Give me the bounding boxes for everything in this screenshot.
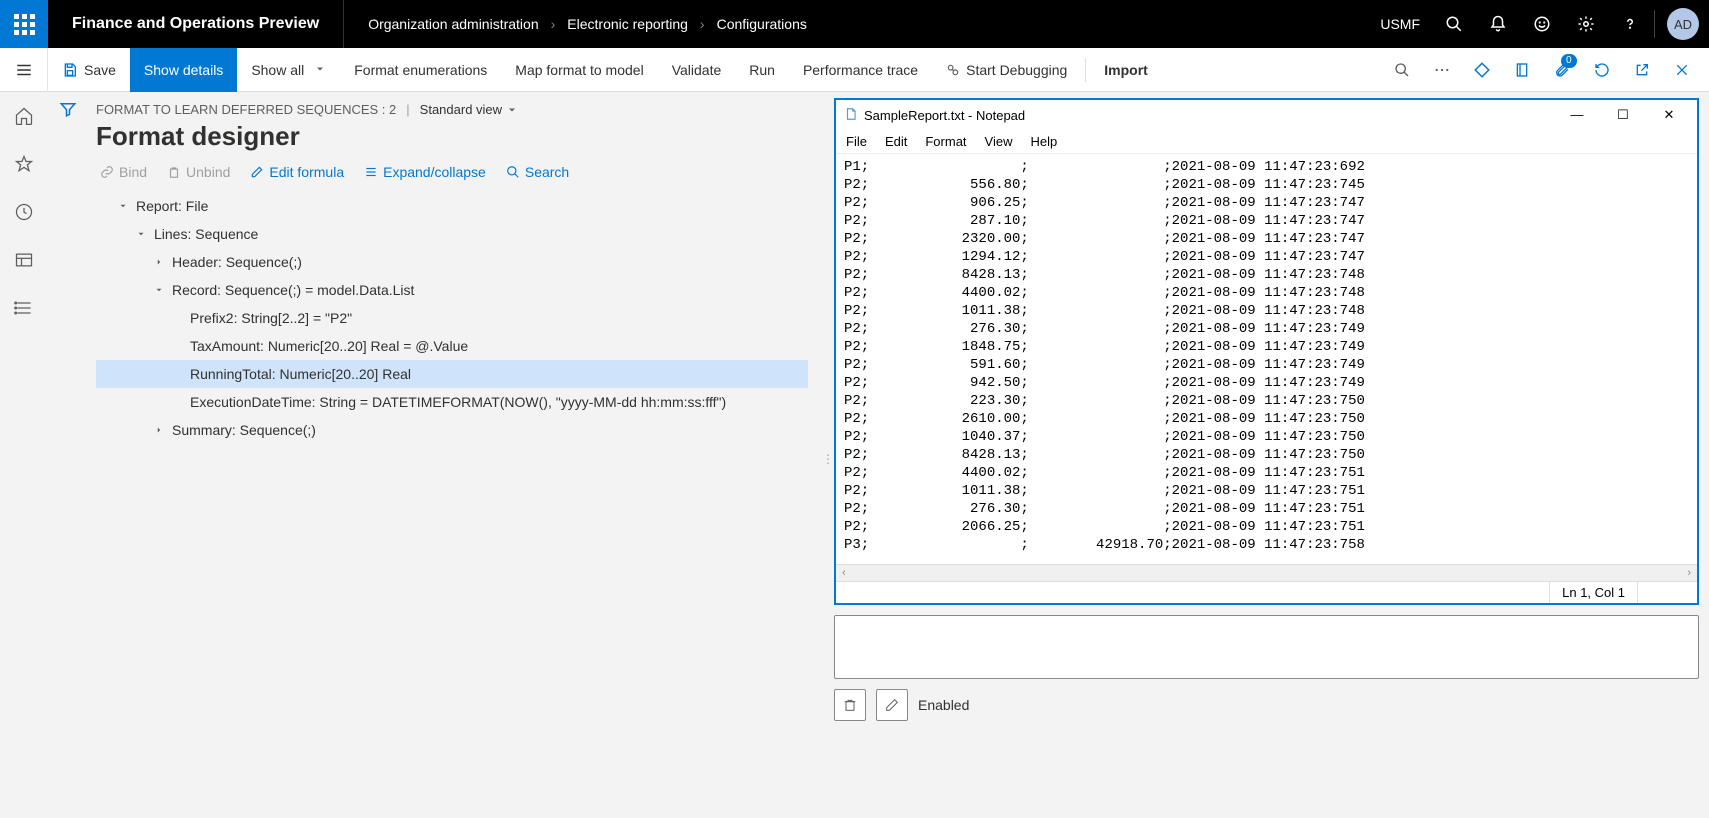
tree-node-record[interactable]: Record: Sequence(;) = model.Data.List (96, 276, 808, 304)
recent-icon[interactable] (8, 196, 40, 228)
notepad-window: SampleReport.txt - Notepad — ☐ ✕ File Ed… (834, 98, 1699, 605)
legal-entity-label[interactable]: USMF (1380, 16, 1420, 32)
start-debugging-button[interactable]: Start Debugging (932, 48, 1081, 92)
office-icon[interactable] (1505, 48, 1539, 92)
edit-button[interactable] (876, 689, 908, 721)
search-icon[interactable] (1432, 0, 1476, 48)
search-icon[interactable] (1385, 48, 1419, 92)
collapse-icon[interactable] (150, 285, 168, 295)
import-button[interactable]: Import (1090, 48, 1162, 92)
splitter-handle[interactable]: ⋮ (822, 452, 834, 466)
notepad-status-pos: Ln 1, Col 1 (1549, 582, 1637, 603)
breadcrumb-item[interactable]: Electronic reporting (567, 16, 688, 32)
map-format-button[interactable]: Map format to model (501, 48, 657, 92)
tree-node-execdatetime[interactable]: ExecutionDateTime: String = DATETIMEFORM… (96, 388, 808, 416)
performance-trace-button[interactable]: Performance trace (789, 48, 932, 92)
bell-icon[interactable] (1476, 0, 1520, 48)
validate-button[interactable]: Validate (658, 48, 736, 92)
config-header: FORMAT TO LEARN DEFERRED SEQUENCES : 2 (96, 102, 396, 117)
expand-collapse-button[interactable]: Expand/collapse (364, 164, 486, 180)
menu-file[interactable]: File (846, 134, 867, 149)
expand-icon[interactable] (150, 257, 168, 267)
expand-icon[interactable] (150, 425, 168, 435)
enabled-label: Enabled (918, 697, 969, 713)
breadcrumb-item[interactable]: Configurations (717, 16, 807, 32)
tree-node-prefix[interactable]: Prefix2: String[2..2] = "P2" (96, 304, 808, 332)
app-launcher-button[interactable] (0, 0, 48, 48)
notepad-titlebar[interactable]: SampleReport.txt - Notepad — ☐ ✕ (836, 100, 1697, 130)
collapse-icon[interactable] (132, 229, 150, 239)
workspace-icon[interactable] (8, 244, 40, 276)
collapse-icon[interactable] (114, 201, 132, 211)
more-icon[interactable] (1425, 48, 1459, 92)
popout-icon[interactable] (1625, 48, 1659, 92)
format-designer-panel: FORMAT TO LEARN DEFERRED SEQUENCES : 2 |… (88, 92, 828, 818)
badge-count: 0 (1561, 54, 1577, 68)
gear-icon[interactable] (1564, 0, 1608, 48)
breadcrumb-item[interactable]: Organization administration (368, 16, 538, 32)
notepad-menu: File Edit Format View Help (836, 130, 1697, 154)
document-icon (844, 107, 858, 124)
breadcrumb: Organization administration › Electronic… (344, 16, 807, 32)
maximize-icon[interactable]: ☐ (1611, 107, 1635, 123)
tree-node-report[interactable]: Report: File (96, 192, 808, 220)
home-icon[interactable] (8, 100, 40, 132)
format-tree: Report: File Lines: Sequence Header: Seq… (96, 192, 808, 444)
preview-textarea[interactable] (834, 615, 1699, 679)
brand-title: Finance and Operations Preview (48, 0, 344, 48)
chevron-down-icon (314, 62, 326, 78)
close-icon[interactable] (1665, 48, 1699, 92)
left-rail (0, 92, 48, 818)
topbar: Finance and Operations Preview Organizat… (0, 0, 1709, 48)
tree-node-taxamount[interactable]: TaxAmount: Numeric[20..20] Real = @.Valu… (96, 332, 808, 360)
edit-formula-button[interactable]: Edit formula (250, 164, 344, 180)
format-enumerations-button[interactable]: Format enumerations (340, 48, 501, 92)
show-details-button[interactable]: Show details (130, 48, 237, 92)
notepad-title-label: SampleReport.txt - Notepad (864, 108, 1025, 123)
run-button[interactable]: Run (735, 48, 789, 92)
menu-help[interactable]: Help (1030, 134, 1057, 149)
modules-icon[interactable] (8, 292, 40, 324)
attachments-icon[interactable]: 0 (1545, 48, 1579, 92)
notepad-statusbar: Ln 1, Col 1 (836, 581, 1697, 603)
menu-view[interactable]: View (985, 134, 1013, 149)
view-selector[interactable]: Standard view (420, 102, 518, 117)
notepad-content[interactable]: P1; ; ;2021-08-09 11:47:23:692 P2; 556.8… (836, 154, 1697, 564)
save-label: Save (84, 62, 116, 78)
search-button[interactable]: Search (506, 164, 569, 180)
delete-button[interactable] (834, 689, 866, 721)
help-icon[interactable] (1608, 0, 1652, 48)
chevron-right-icon: › (551, 16, 556, 32)
menu-format[interactable]: Format (925, 134, 966, 149)
minimize-icon[interactable]: — (1565, 107, 1589, 123)
bind-button[interactable]: Bind (100, 164, 147, 180)
filter-icon[interactable] (59, 100, 77, 818)
page-title: Format designer (96, 121, 808, 152)
notepad-hscroll[interactable]: ‹› (836, 564, 1697, 581)
command-bar: Save Show details Show all Format enumer… (0, 48, 1709, 92)
tree-node-summary[interactable]: Summary: Sequence(;) (96, 416, 808, 444)
tree-node-header[interactable]: Header: Sequence(;) (96, 248, 808, 276)
star-icon[interactable] (8, 148, 40, 180)
smile-icon[interactable] (1520, 0, 1564, 48)
avatar[interactable]: AD (1667, 8, 1699, 40)
tree-node-running-total[interactable]: RunningTotal: Numeric[20..20] Real (96, 360, 808, 388)
menu-edit[interactable]: Edit (885, 134, 907, 149)
show-all-button[interactable]: Show all (237, 48, 340, 92)
chevron-right-icon: › (700, 16, 705, 32)
preview-panel: ⋮ SampleReport.txt - Notepad — ☐ ✕ File … (828, 92, 1709, 818)
save-button[interactable]: Save (48, 48, 130, 92)
hamburger-button[interactable] (0, 48, 48, 92)
close-icon[interactable]: ✕ (1657, 107, 1681, 123)
designer-toolbar: Bind Unbind Edit formula Expand/collapse… (96, 164, 808, 180)
diamond-icon[interactable] (1465, 48, 1499, 92)
tree-node-lines[interactable]: Lines: Sequence (96, 220, 808, 248)
filter-rail (48, 92, 88, 818)
refresh-icon[interactable] (1585, 48, 1619, 92)
unbind-button[interactable]: Unbind (167, 164, 230, 180)
